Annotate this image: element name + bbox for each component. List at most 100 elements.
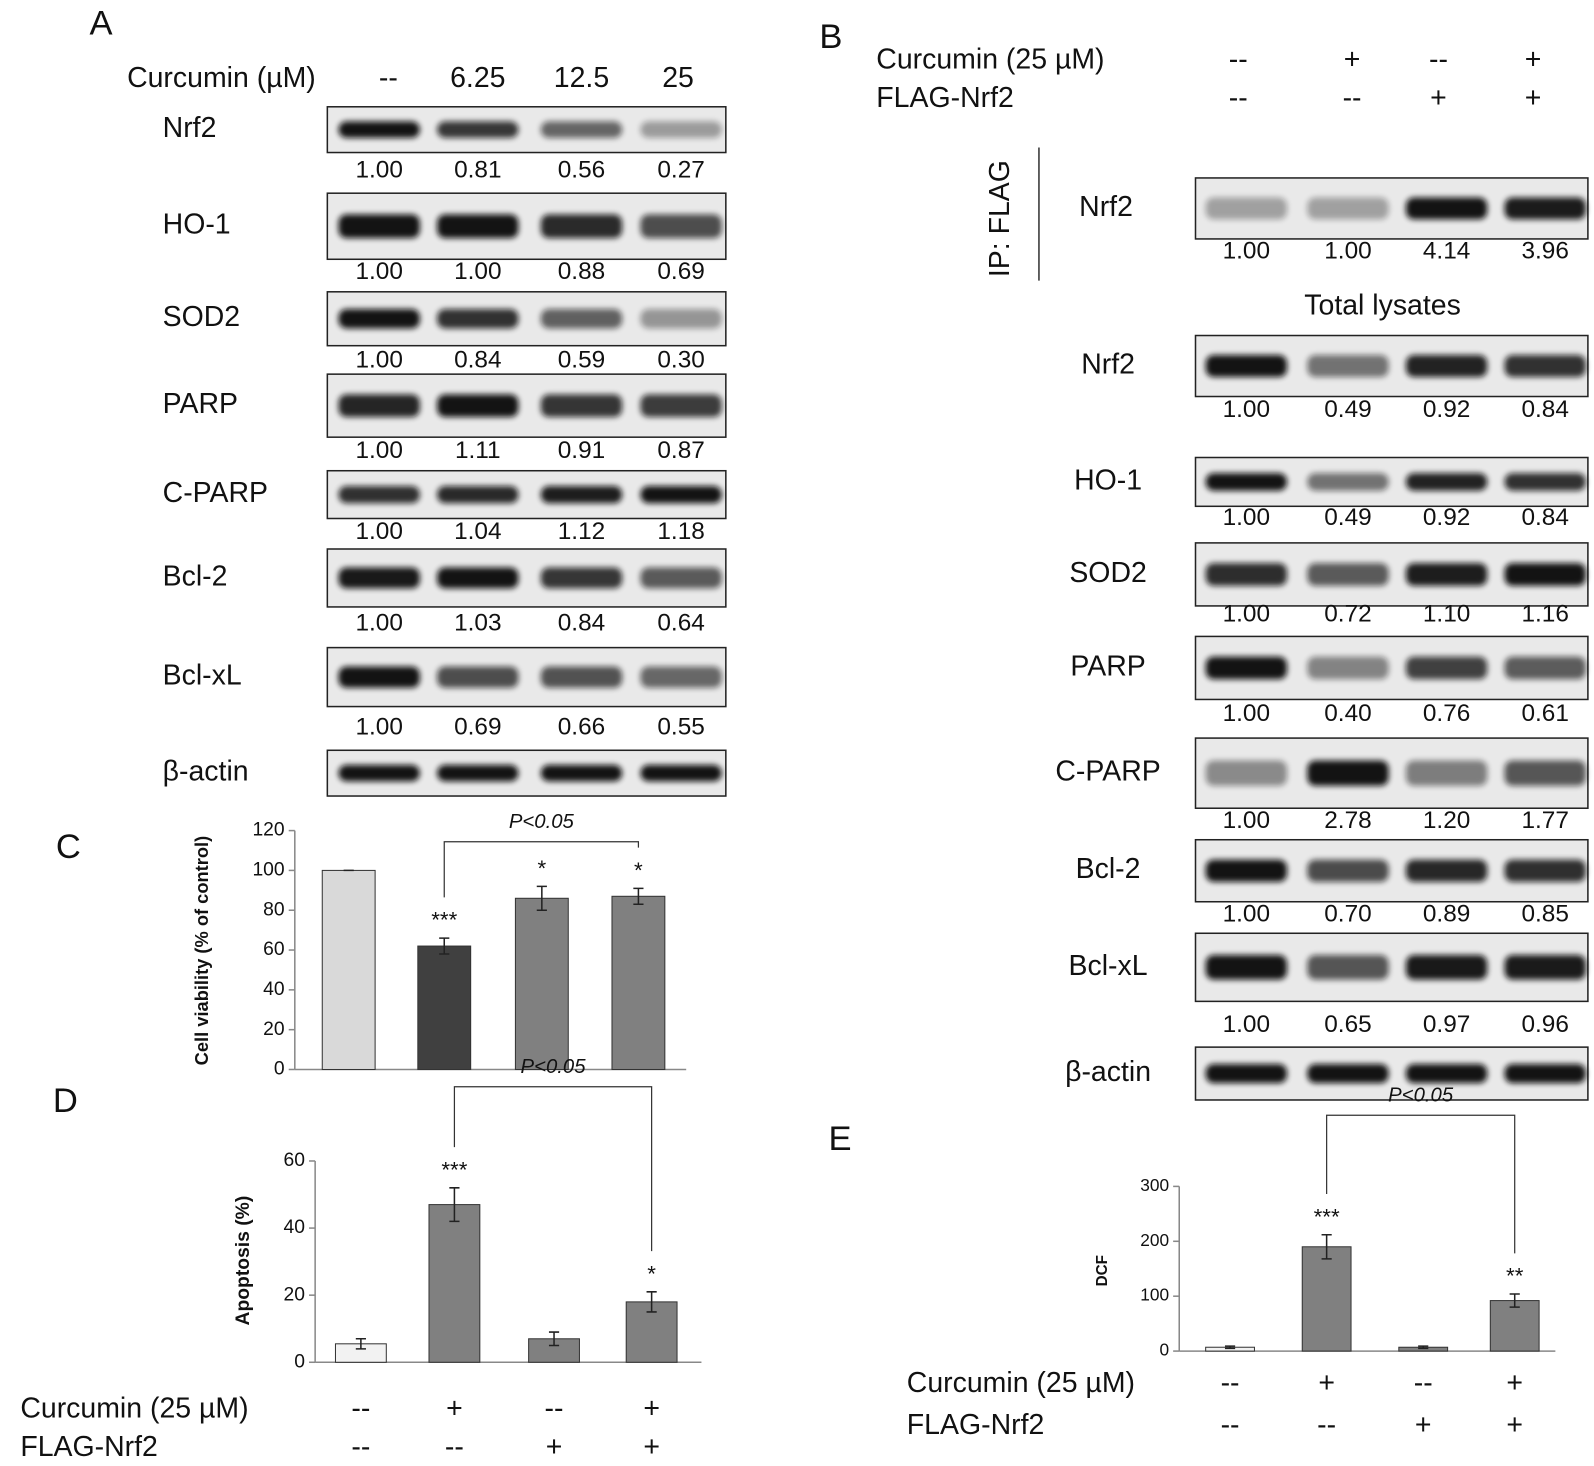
density-value: 1.00 xyxy=(1223,807,1270,834)
density-value: 0.65 xyxy=(1324,1011,1371,1038)
panel-label: C xyxy=(56,828,81,866)
band xyxy=(437,666,519,688)
condition-mark: + xyxy=(1415,1409,1432,1441)
density-value: 1.00 xyxy=(1223,601,1270,628)
band xyxy=(640,486,722,504)
density-value: 0.40 xyxy=(1324,700,1371,727)
band xyxy=(1504,563,1586,586)
condition-mark: + xyxy=(1525,82,1542,114)
band xyxy=(437,764,519,782)
band xyxy=(1307,656,1389,680)
condition-mark: -- xyxy=(1317,1409,1336,1441)
band xyxy=(540,121,623,138)
density-value: 0.84 xyxy=(1521,504,1568,531)
protein-label: C-PARP xyxy=(1055,756,1160,788)
density-value: 0.84 xyxy=(454,346,501,373)
band xyxy=(338,121,420,138)
density-value: 1.00 xyxy=(355,258,402,285)
significance: *** xyxy=(441,1157,467,1182)
bar xyxy=(428,1204,481,1363)
condition-mark: + xyxy=(1506,1409,1523,1441)
y-tick-label: 20 xyxy=(284,1284,305,1305)
band xyxy=(540,309,623,329)
protein-label: Bcl-xL xyxy=(163,660,242,692)
y-tick-label: 0 xyxy=(294,1351,305,1372)
error-bar xyxy=(548,1331,560,1347)
band xyxy=(1205,563,1287,586)
density-value: 0.76 xyxy=(1423,700,1470,727)
band xyxy=(338,309,420,329)
bracket-label: P<0.05 xyxy=(521,1056,587,1078)
band xyxy=(1307,859,1389,882)
band xyxy=(1205,355,1287,377)
density-value: 1.11 xyxy=(455,437,501,464)
density-value: 0.72 xyxy=(1324,601,1371,628)
band xyxy=(1205,656,1287,680)
density-value: 1.20 xyxy=(1423,807,1470,834)
bracket xyxy=(1326,1114,1516,1254)
error-bar xyxy=(646,1291,657,1313)
band xyxy=(1307,563,1389,586)
density-value: 0.69 xyxy=(657,258,704,285)
condition-mark: -- xyxy=(1221,1409,1240,1441)
band xyxy=(640,764,722,782)
band xyxy=(1504,355,1586,377)
dose: -- xyxy=(379,62,398,94)
band xyxy=(540,764,623,782)
density-value: 1.00 xyxy=(1324,238,1371,265)
density-value: 0.64 xyxy=(657,610,704,637)
error-bar xyxy=(536,885,547,911)
density-value: 0.84 xyxy=(558,610,605,637)
density-value: 0.92 xyxy=(1423,504,1470,531)
bracket xyxy=(453,1086,653,1252)
band xyxy=(640,214,722,239)
band xyxy=(540,567,623,589)
protein-label: HO-1 xyxy=(1074,464,1142,496)
density-value: 2.78 xyxy=(1324,807,1371,834)
band xyxy=(1205,1064,1287,1084)
density-value: 1.00 xyxy=(355,437,402,464)
density-value: 0.66 xyxy=(558,713,605,740)
protein-label: Bcl-2 xyxy=(163,560,228,592)
density-value: 0.84 xyxy=(1521,396,1568,423)
band xyxy=(437,567,519,589)
y-tick-label: 100 xyxy=(1140,1285,1169,1305)
protein-label: Bcl-2 xyxy=(1076,853,1141,885)
condition-mark: -- xyxy=(545,1393,564,1425)
protein-label: SOD2 xyxy=(163,301,240,333)
y-tick-label: 80 xyxy=(263,899,284,920)
protein-label: SOD2 xyxy=(1069,557,1146,589)
band xyxy=(540,214,623,239)
band xyxy=(640,121,722,138)
protein-label: Nrf2 xyxy=(163,112,217,144)
band xyxy=(437,121,519,138)
bracket xyxy=(443,841,640,898)
band xyxy=(1405,563,1488,586)
band xyxy=(1405,760,1488,786)
y-tick-label: 300 xyxy=(1140,1175,1169,1195)
y-tick-label: 40 xyxy=(284,1217,305,1238)
bar xyxy=(1301,1246,1352,1352)
density-value: 0.96 xyxy=(1521,1011,1568,1038)
density-value: 1.00 xyxy=(355,156,402,183)
dose: 25 xyxy=(662,62,694,94)
density-value: 0.92 xyxy=(1423,396,1470,423)
density-value: 0.49 xyxy=(1324,396,1371,423)
density-value: 1.00 xyxy=(454,258,501,285)
error-bar xyxy=(355,1338,366,1350)
dose: 12.5 xyxy=(554,62,609,94)
band xyxy=(338,666,420,688)
panel-label: A xyxy=(89,5,112,43)
band xyxy=(1307,197,1389,220)
density-value: 1.00 xyxy=(1223,238,1270,265)
bar xyxy=(1489,1300,1540,1352)
band xyxy=(640,666,722,688)
condition-label: FLAG-Nrf2 xyxy=(907,1409,1045,1441)
density-value: 1.10 xyxy=(1423,601,1470,628)
density-value: 0.89 xyxy=(1423,900,1470,927)
density-value: 1.03 xyxy=(454,610,501,637)
condition-mark: + xyxy=(1430,82,1447,114)
density-value: 1.00 xyxy=(1223,1011,1270,1038)
density-value: 1.16 xyxy=(1521,601,1568,628)
band xyxy=(540,486,623,504)
